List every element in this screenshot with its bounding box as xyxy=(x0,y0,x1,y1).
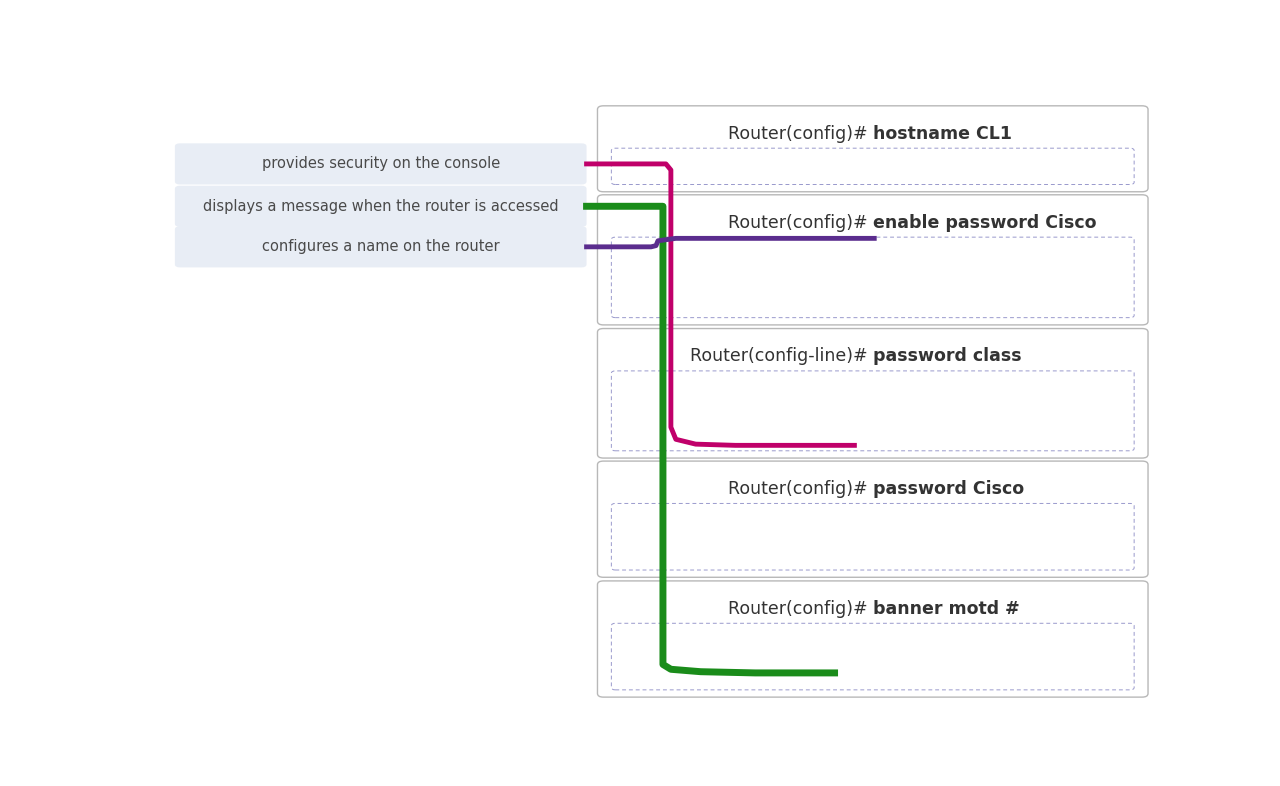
FancyBboxPatch shape xyxy=(612,149,1134,185)
Text: hostname CL1: hostname CL1 xyxy=(873,125,1011,143)
Text: password class: password class xyxy=(873,347,1021,365)
FancyBboxPatch shape xyxy=(612,371,1134,451)
Text: Router(config)#: Router(config)# xyxy=(727,125,873,143)
FancyBboxPatch shape xyxy=(598,329,1148,458)
FancyBboxPatch shape xyxy=(598,461,1148,577)
FancyBboxPatch shape xyxy=(598,581,1148,697)
FancyBboxPatch shape xyxy=(612,504,1134,570)
Text: Router(config)#: Router(config)# xyxy=(727,214,873,232)
FancyBboxPatch shape xyxy=(175,185,586,227)
Text: banner motd #: banner motd # xyxy=(873,600,1019,618)
Text: displays a message when the router is accessed: displays a message when the router is ac… xyxy=(204,199,558,214)
FancyBboxPatch shape xyxy=(612,623,1134,690)
Text: password Cisco: password Cisco xyxy=(873,480,1024,498)
Text: configures a name on the router: configures a name on the router xyxy=(262,239,499,255)
Text: Router(config)#: Router(config)# xyxy=(727,600,873,618)
Text: Router(config)#: Router(config)# xyxy=(727,480,873,498)
Text: provides security on the console: provides security on the console xyxy=(261,156,500,171)
Text: enable password Cisco: enable password Cisco xyxy=(873,214,1096,232)
FancyBboxPatch shape xyxy=(175,143,586,185)
FancyBboxPatch shape xyxy=(175,226,586,267)
FancyBboxPatch shape xyxy=(598,106,1148,192)
FancyBboxPatch shape xyxy=(598,195,1148,325)
Text: Router(config-line)#: Router(config-line)# xyxy=(690,347,873,365)
FancyBboxPatch shape xyxy=(612,237,1134,318)
